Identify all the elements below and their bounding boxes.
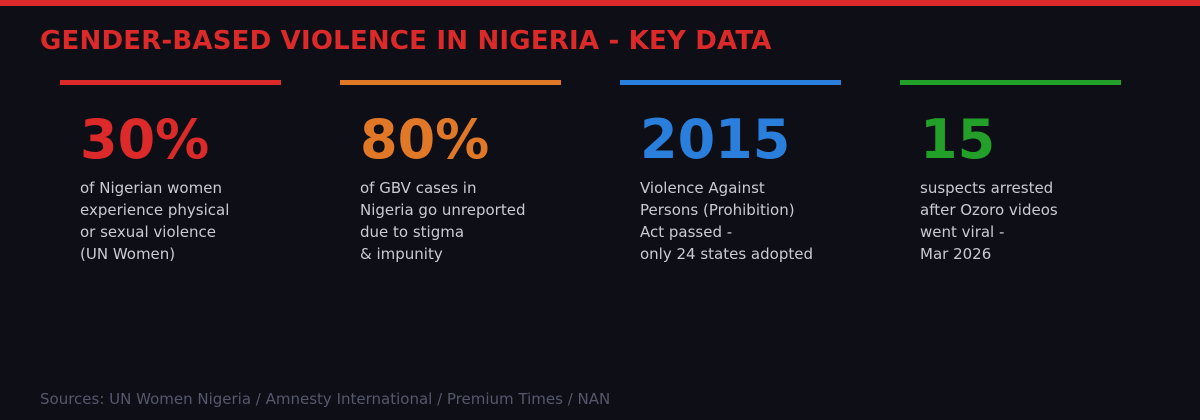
stat-value: 15: [920, 108, 996, 171]
desc-line: & impunity: [360, 245, 443, 263]
top-accent-bar: [0, 0, 1200, 6]
stat-value: 30%: [80, 108, 210, 171]
card-accent-rule: [620, 80, 841, 85]
stat-card-unreported: 80% of GBV cases in Nigeria go unreporte…: [340, 80, 561, 280]
stat-description: of GBV cases in Nigeria go unreported du…: [360, 177, 525, 265]
stat-card-vapp-act: 2015 Violence Against Persons (Prohibiti…: [620, 80, 841, 280]
desc-line: only 24 states adopted: [640, 245, 813, 263]
stat-value: 2015: [640, 108, 791, 171]
desc-line: Violence Against: [640, 179, 765, 197]
desc-line: Persons (Prohibition): [640, 201, 795, 219]
desc-line: Nigeria go unreported: [360, 201, 526, 219]
desc-line: suspects arrested: [920, 179, 1054, 197]
desc-line: Mar 2026: [920, 245, 992, 263]
stat-description: of Nigerian women experience physical or…: [80, 177, 229, 265]
card-accent-rule: [340, 80, 561, 85]
desc-line: or sexual violence: [80, 223, 217, 241]
stat-description: suspects arrested after Ozoro videos wen…: [920, 177, 1058, 265]
stat-card-women-violence: 30% of Nigerian women experience physica…: [60, 80, 281, 280]
desc-line: Act passed -: [640, 223, 733, 241]
desc-line: due to stigma: [360, 223, 465, 241]
desc-line: (UN Women): [80, 245, 176, 263]
desc-line: went viral -: [920, 223, 1005, 241]
stat-card-arrests: 15 suspects arrested after Ozoro videos …: [900, 80, 1121, 280]
sources-footnote: Sources: UN Women Nigeria / Amnesty Inte…: [40, 390, 611, 408]
stat-value: 80%: [360, 108, 490, 171]
desc-line: of GBV cases in: [360, 179, 477, 197]
desc-line: after Ozoro videos: [920, 201, 1058, 219]
page-title: GENDER-BASED VIOLENCE IN NIGERIA - KEY D…: [40, 26, 772, 56]
desc-line: of Nigerian women: [80, 179, 222, 197]
card-accent-rule: [60, 80, 281, 85]
card-accent-rule: [900, 80, 1121, 85]
stat-description: Violence Against Persons (Prohibition) A…: [640, 177, 813, 265]
desc-line: experience physical: [80, 201, 230, 219]
